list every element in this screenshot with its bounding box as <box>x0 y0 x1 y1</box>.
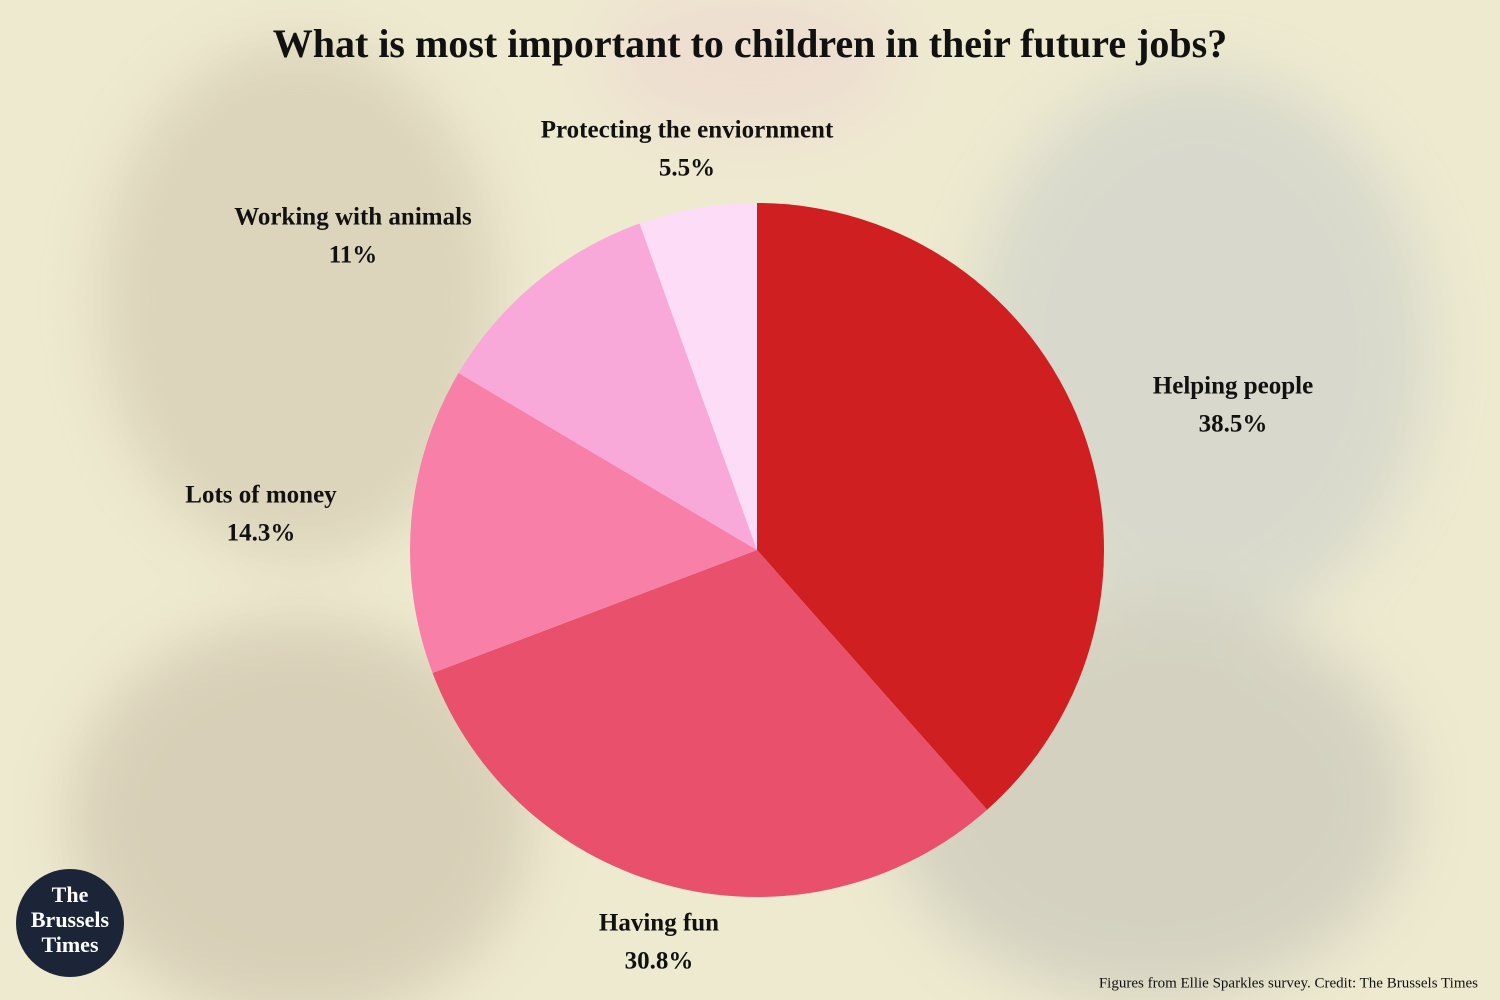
logo-text: Times <box>41 932 98 957</box>
value-label: 11% <box>329 242 378 269</box>
pie-slice <box>432 550 988 897</box>
slice-label: Lots of money <box>185 482 337 509</box>
credit: Figures from Ellie Sparkles survey. Cred… <box>1099 975 1478 991</box>
pie-slice <box>410 373 757 674</box>
pie-slice <box>458 223 757 550</box>
slice-label: Helping people <box>1153 373 1313 400</box>
slice-label: Having fun <box>599 910 719 937</box>
value-label: 38.5% <box>1199 411 1268 438</box>
logo-text: Brussels <box>31 907 110 932</box>
value-label: 30.8% <box>625 948 694 975</box>
value-label: 5.5% <box>659 155 715 182</box>
logo: The Brussels Times <box>16 869 124 977</box>
pie: Helping people 38.5% Having fun 30.8% Lots o… <box>185 117 1313 975</box>
pie-slice <box>639 203 757 550</box>
pie-slice <box>757 203 1104 810</box>
chart-title: What is most important to children in th… <box>273 21 1227 66</box>
slice-label: Protecting the enviornment <box>541 117 834 144</box>
logo-text: The <box>52 882 89 907</box>
slice-label: Working with animals <box>234 204 472 231</box>
value-label: 14.3% <box>227 520 296 547</box>
